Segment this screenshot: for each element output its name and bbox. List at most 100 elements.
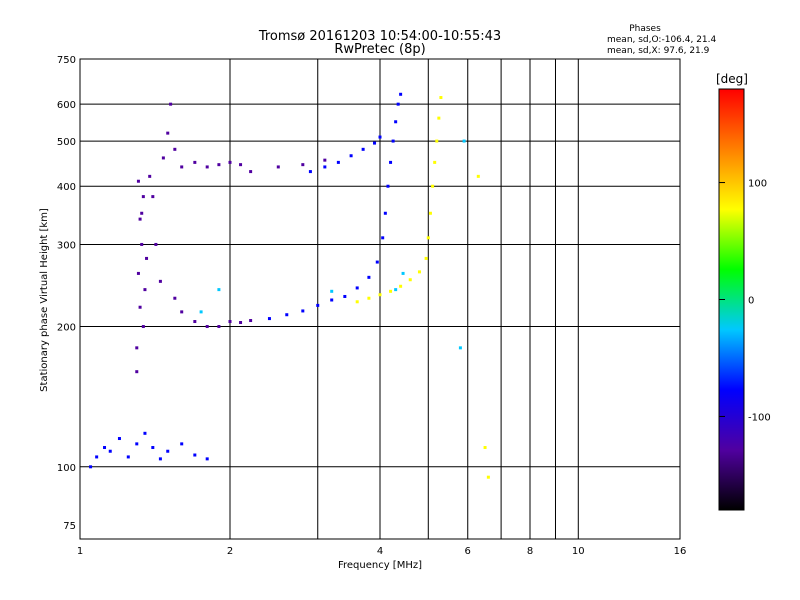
data-point xyxy=(437,116,441,120)
data-point xyxy=(169,102,173,106)
data-point xyxy=(435,139,439,143)
data-point xyxy=(117,437,121,441)
x-axis-ticks: 1 2 4 6 8 10 16 xyxy=(77,546,687,557)
data-point xyxy=(394,120,398,124)
data-point xyxy=(141,195,145,199)
data-point xyxy=(217,325,221,329)
x-axis-label: Frequency [MHz] xyxy=(338,560,422,571)
data-point xyxy=(401,271,405,275)
phases-title: Phases xyxy=(629,24,661,34)
data-point xyxy=(205,457,209,461)
data-point xyxy=(136,271,140,275)
data-point xyxy=(193,160,197,164)
data-point xyxy=(285,313,289,317)
grid-lines xyxy=(80,59,680,539)
data-point xyxy=(126,455,130,459)
data-point xyxy=(476,174,480,178)
data-point xyxy=(373,141,377,145)
data-point xyxy=(199,310,203,314)
data-point xyxy=(323,158,327,162)
colorbar-ticks: 100 0 -100 xyxy=(719,179,771,423)
data-point xyxy=(394,288,398,292)
x-tick-label: 10 xyxy=(572,546,585,557)
chart-subtitle: RwPretec (8p) xyxy=(334,42,425,57)
data-point xyxy=(439,96,443,100)
scatter-points xyxy=(89,92,490,479)
data-point xyxy=(431,184,435,188)
y-axis-ticks: 750 600 500 400 300 200 100 75 xyxy=(57,55,76,532)
data-point xyxy=(301,309,305,313)
x-tick-label: 16 xyxy=(674,546,687,557)
data-point xyxy=(180,310,184,314)
data-point xyxy=(381,236,385,240)
data-point xyxy=(108,449,112,453)
data-point xyxy=(148,174,152,178)
data-point xyxy=(316,303,320,307)
data-point xyxy=(383,211,387,215)
data-point xyxy=(389,289,393,293)
data-point xyxy=(249,170,253,174)
data-point xyxy=(375,260,379,264)
data-point xyxy=(151,195,155,199)
plot-frame xyxy=(79,58,681,540)
colorbar-tick-label: -100 xyxy=(748,412,771,423)
data-point xyxy=(424,256,428,260)
phases-mean-x: mean, sd,X: 97.6, 21.9 xyxy=(607,46,710,56)
data-point xyxy=(330,298,334,302)
data-point xyxy=(145,256,149,260)
data-point xyxy=(462,139,466,143)
data-point xyxy=(228,160,232,164)
data-point xyxy=(239,321,243,325)
data-point xyxy=(138,217,142,221)
data-point xyxy=(193,320,197,324)
data-point xyxy=(367,275,371,279)
data-point xyxy=(355,286,359,290)
data-point xyxy=(166,131,170,135)
x-tick-label: 2 xyxy=(227,546,233,557)
data-point xyxy=(239,163,243,167)
data-point xyxy=(140,211,144,215)
data-point xyxy=(378,135,382,139)
data-point xyxy=(140,242,144,246)
colorbar-tick-label: 100 xyxy=(748,179,767,190)
chart-title: Tromsø 20161203 10:54:00-10:55:43 xyxy=(258,29,501,44)
phases-mean-o: mean, sd,O:-106.4, 21.4 xyxy=(607,35,717,45)
data-point xyxy=(103,446,107,450)
data-point xyxy=(396,102,400,106)
data-point xyxy=(399,284,403,288)
data-point xyxy=(193,453,197,457)
data-point xyxy=(158,457,162,461)
data-point xyxy=(336,160,340,164)
y-tick-label: 75 xyxy=(63,521,76,532)
data-point xyxy=(355,300,359,304)
data-point xyxy=(391,139,395,143)
data-point xyxy=(323,165,327,169)
data-point xyxy=(399,92,403,96)
data-point xyxy=(417,270,421,274)
colorbar-label: [deg] xyxy=(716,72,748,86)
data-point xyxy=(483,446,487,450)
y-axis-label: Stationary phase Virtual Height [km] xyxy=(39,208,50,392)
data-point xyxy=(367,296,371,300)
data-point xyxy=(308,170,312,174)
data-point xyxy=(138,305,142,309)
x-tick-label: 6 xyxy=(465,546,471,557)
y-tick-label: 750 xyxy=(57,55,76,66)
data-point xyxy=(267,317,271,321)
data-point xyxy=(173,147,177,151)
data-point xyxy=(136,179,140,183)
data-point xyxy=(141,325,145,329)
data-point xyxy=(143,288,147,292)
y-tick-label: 100 xyxy=(57,463,76,474)
data-point xyxy=(89,465,93,469)
data-point xyxy=(166,449,170,453)
y-tick-label: 500 xyxy=(57,137,76,148)
data-point xyxy=(180,165,184,169)
data-point xyxy=(95,455,99,459)
data-point xyxy=(349,154,353,158)
data-point xyxy=(205,165,209,169)
data-point xyxy=(428,211,432,215)
data-point xyxy=(343,294,347,298)
data-point xyxy=(154,242,158,246)
